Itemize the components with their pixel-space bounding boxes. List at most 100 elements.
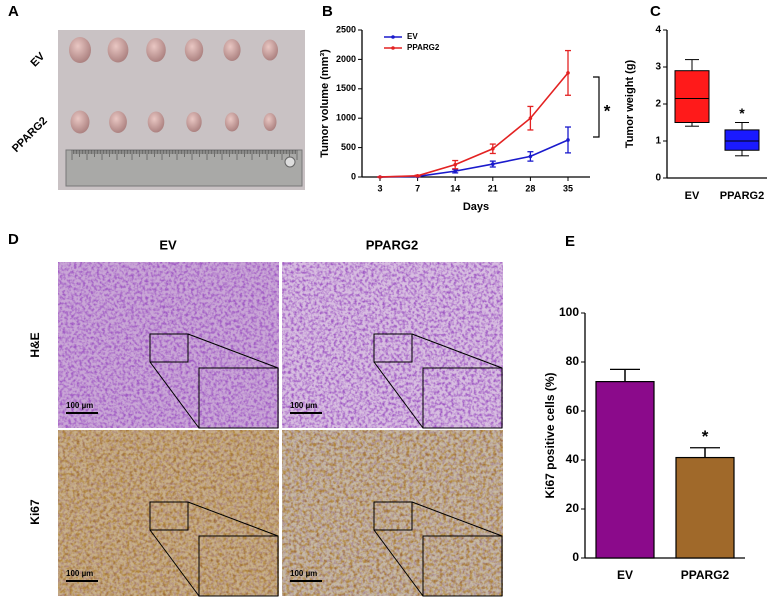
panel-label: E [565, 233, 575, 250]
legend-label: EV [407, 32, 418, 41]
tumor [70, 110, 90, 134]
legend-marker [391, 35, 395, 39]
zoom-line [187, 501, 279, 537]
y-tick-label: 2000 [336, 54, 356, 64]
series-line [379, 72, 569, 178]
tumor [107, 37, 129, 63]
bar [595, 381, 655, 559]
photo-a [58, 30, 305, 190]
y-tick-label: 1 [655, 136, 661, 147]
scale-bar-label: 100 µm [290, 401, 317, 410]
x-tick-label: 21 [488, 183, 498, 193]
y-tick-label: 40 [566, 452, 580, 466]
inset-box [373, 501, 413, 531]
tumor [69, 37, 91, 63]
scale-bar-label: 100 µm [66, 569, 93, 578]
legend-marker [391, 46, 395, 50]
tumor [223, 39, 241, 61]
micrograph-texture [282, 430, 503, 596]
y-tick-label: 2 [655, 99, 661, 110]
tumor [186, 112, 202, 132]
micrograph-texture [58, 430, 279, 596]
x-tick-label: 3 [377, 183, 382, 193]
point [453, 162, 458, 167]
point [528, 154, 533, 159]
zoom-line [373, 361, 424, 429]
x-tick-label: EV [617, 568, 633, 582]
micrograph: 100 µm [58, 262, 279, 429]
y-axis-label: Tumor weight (g) [624, 59, 636, 148]
micrograph: 100 µm [282, 430, 503, 597]
micrograph-texture [282, 262, 503, 428]
y-tick-label: 500 [341, 142, 356, 152]
zoom-line [411, 501, 503, 537]
point [415, 174, 420, 178]
y-tick-label: 0 [351, 171, 356, 181]
point [378, 175, 382, 179]
bar [675, 456, 735, 559]
y-tick-label: 2500 [336, 24, 356, 34]
point [453, 169, 458, 173]
y-axis-label: Ki67 positive cells (%) [543, 372, 557, 498]
zoom-box [198, 535, 279, 597]
y-tick-label: 80 [566, 354, 580, 368]
significance-bracket [593, 76, 600, 138]
zoom-line [149, 361, 200, 429]
series-line [379, 139, 569, 178]
micrograph: 100 µm [282, 262, 503, 429]
tumor [147, 111, 165, 133]
zoom-box [198, 367, 279, 429]
row-label: EV [28, 50, 47, 69]
x-tick-label: 28 [525, 183, 535, 193]
tumor [146, 38, 166, 62]
tumor [224, 112, 240, 132]
tumor [109, 111, 127, 133]
x-tick-label: PPARG2 [681, 568, 730, 582]
annotation: * [702, 427, 709, 446]
annotation: * [604, 101, 611, 120]
box [724, 129, 760, 151]
micrograph: 100 µm [58, 430, 279, 597]
tumor [184, 38, 204, 62]
y-tick-label: 3 [655, 62, 661, 73]
y-tick-label: 4 [655, 25, 661, 36]
y-tick-label: 1500 [336, 83, 356, 93]
point [491, 146, 495, 151]
x-tick-label: 7 [415, 183, 420, 193]
row-label: H&E [28, 332, 42, 357]
zoom-line [149, 529, 200, 597]
x-tick-label: 35 [563, 183, 573, 193]
zoom-line [411, 333, 503, 369]
panel-label: A [8, 3, 19, 20]
row-label: Ki67 [28, 499, 42, 525]
column-label: PPARG2 [366, 237, 419, 252]
inset-box [373, 333, 413, 363]
column-label: EV [159, 237, 177, 252]
y-tick-label: 0 [572, 550, 579, 564]
y-axis-label: Tumor volume (mm³) [319, 49, 331, 158]
scale-bar-label: 100 µm [66, 401, 93, 410]
inset-box [149, 501, 189, 531]
x-tick-label: 14 [450, 183, 460, 193]
y-tick-label: 60 [566, 403, 580, 417]
tumor [262, 39, 278, 61]
annotation: * [739, 105, 745, 121]
row-label: PPARG2 [10, 115, 50, 155]
zoom-box [422, 367, 503, 429]
zoom-line [187, 333, 279, 369]
y-tick-label: 100 [559, 305, 579, 319]
x-tick-label: EV [685, 190, 700, 202]
y-tick-label: 1000 [336, 113, 356, 123]
x-tick-label: PPARG2 [720, 190, 764, 202]
zoom-box [422, 535, 503, 597]
y-tick-label: 0 [655, 173, 661, 184]
tumor [263, 113, 277, 131]
point [491, 162, 495, 166]
scale-bar-label: 100 µm [290, 569, 317, 578]
point [528, 116, 533, 120]
panel-label: C [650, 3, 661, 20]
panel-label: D [8, 231, 19, 248]
x-axis-label: Days [463, 201, 489, 213]
point [566, 71, 570, 75]
